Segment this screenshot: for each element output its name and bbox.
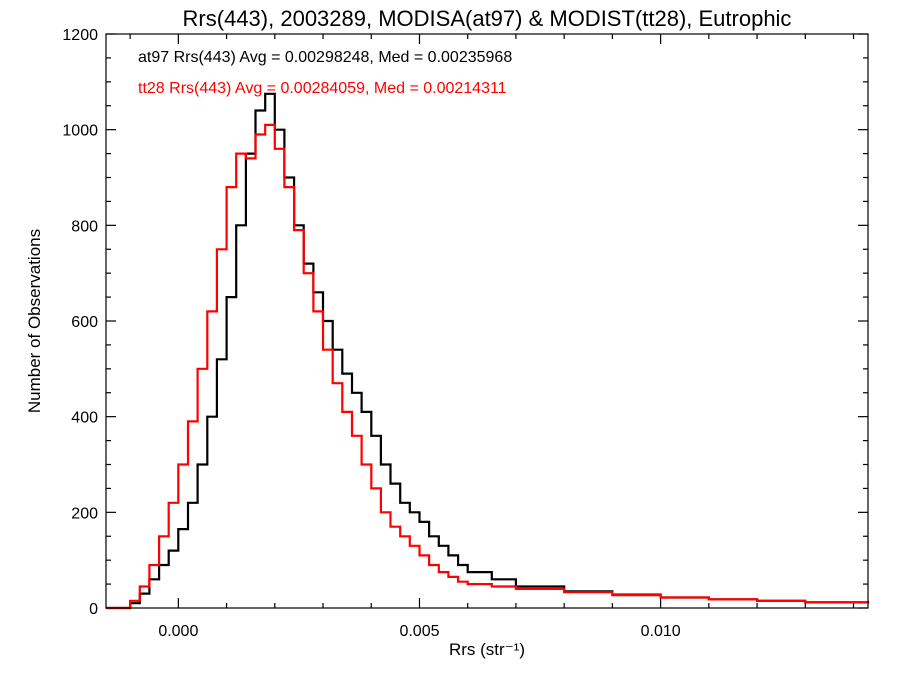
plot-frame: [105, 33, 869, 609]
y-tick-label: 0: [89, 601, 98, 618]
x-tick-label: 0.005: [399, 623, 439, 640]
y-tick-label: 200: [71, 505, 98, 522]
y-axis-title: Number of Observations: [25, 229, 44, 413]
y-tick-label: 1200: [62, 27, 98, 44]
axes: 0 200 400 600 800 1000 1200 0.000 0.005 0.010: [62, 27, 868, 640]
legend-tt28: tt28 Rrs(443) Avg = 0.00284059, Med = 0.…: [138, 80, 507, 97]
legend-at97: at97 Rrs(443) Avg = 0.00298248, Med = 0.…: [138, 49, 512, 66]
x-tick-label: 0.010: [641, 623, 681, 640]
y-tick-label: 1000: [62, 123, 98, 140]
chart-title: Rrs(443), 2003289, MODISA(at97) & MODIST…: [183, 6, 792, 31]
y-tick-label: 800: [71, 218, 98, 235]
series-at97-line: [106, 92, 870, 610]
y-tick-label: 400: [71, 410, 98, 427]
x-tick-label: 0.000: [158, 623, 198, 640]
x-axis-title: Rrs (str⁻¹): [449, 640, 525, 659]
series-tt28-line: [106, 123, 870, 610]
series-layer: [106, 92, 870, 610]
y-tick-label: 600: [71, 314, 98, 331]
